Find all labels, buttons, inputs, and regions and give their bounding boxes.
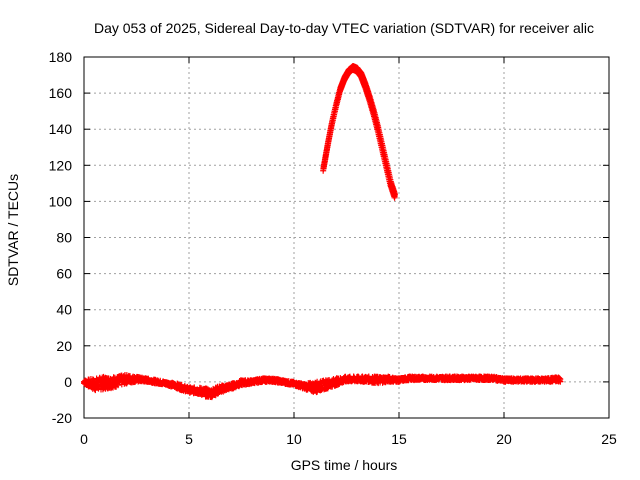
tick-labels: 0 5 10 15 20 25 -20 0 20 40 60 80 100 120 140 160 180 [49, 49, 617, 447]
y-tick-label: 0 [64, 374, 72, 390]
data-point [556, 375, 563, 382]
x-tick-label: 25 [601, 431, 617, 447]
y-tick-label: 40 [56, 302, 72, 318]
data-point [191, 384, 198, 391]
y-tick-label: 180 [49, 49, 73, 65]
y-axis-label: SDTVAR / TECUs [5, 174, 21, 286]
x-tick-label: 20 [496, 431, 512, 447]
data-point [215, 390, 222, 397]
grid-lines [84, 57, 609, 418]
y-tick-label: 120 [49, 157, 73, 173]
x-tick-label: 10 [286, 431, 302, 447]
x-tick-label: 5 [185, 431, 193, 447]
y-tick-label: 20 [56, 338, 72, 354]
x-tick-label: 15 [391, 431, 407, 447]
axes [83, 56, 610, 419]
data-point [557, 376, 564, 383]
data-points [81, 63, 564, 401]
data-point [391, 194, 398, 201]
y-tick-label: 60 [56, 266, 72, 282]
y-tick-label: 160 [49, 85, 73, 101]
chart-title: Day 053 of 2025, Sidereal Day-to-day VTE… [94, 20, 594, 36]
x-tick-label: 0 [80, 431, 88, 447]
y-tick-label: 80 [56, 230, 72, 246]
data-point [92, 387, 99, 394]
y-tick-label: 140 [49, 121, 73, 137]
y-tick-label: -20 [52, 410, 72, 426]
x-axis-label: GPS time / hours [291, 457, 398, 473]
data-point [115, 382, 122, 389]
y-tick-label: 100 [49, 193, 73, 209]
